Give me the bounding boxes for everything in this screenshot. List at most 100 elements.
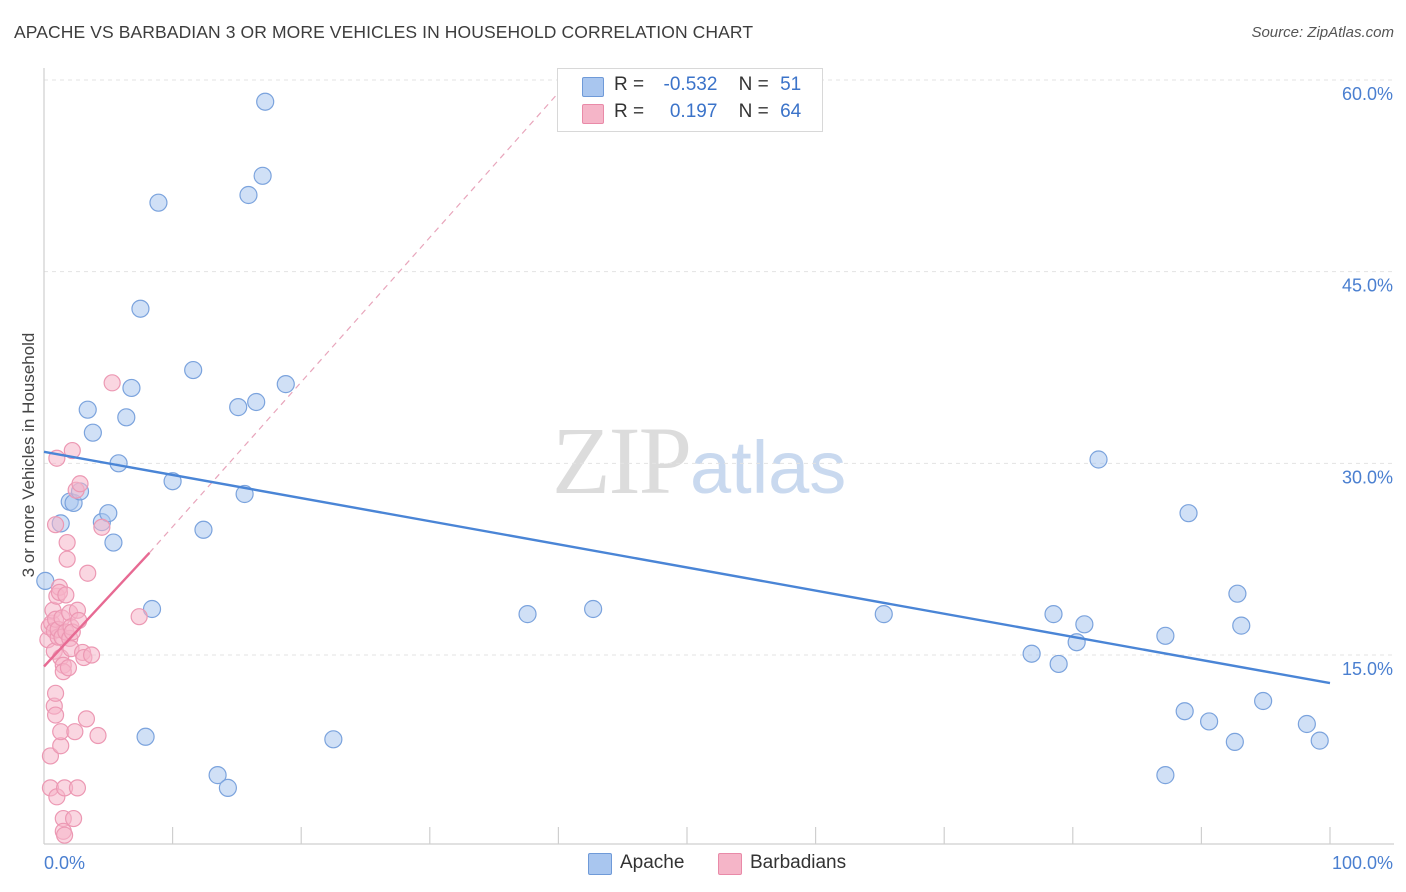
apache-point — [131, 299, 150, 318]
apache-point — [256, 92, 275, 111]
apache-legend-label: Apache — [620, 852, 685, 873]
apache-point — [122, 378, 141, 398]
barbadian-point — [57, 586, 75, 604]
y-tick-label: 45.0% — [1342, 276, 1393, 296]
apache-point — [276, 375, 295, 394]
barbadian-point — [79, 564, 97, 582]
trend-lines — [43, 450, 1331, 685]
barbadian-points — [39, 374, 148, 844]
apache-point — [253, 166, 272, 185]
grid-lines — [44, 79, 1394, 656]
barbadians-trend-extension — [149, 92, 559, 554]
apache-point — [1228, 584, 1247, 603]
apache-point — [208, 766, 227, 785]
y-tick-label: 15.0% — [1342, 659, 1393, 679]
trend-extension — [149, 92, 559, 554]
apache-point — [324, 730, 343, 749]
tick-labels: 15.0% 30.0% 45.0% 60.0% 0.0% 100.0% — [44, 84, 1393, 873]
barbadian-point — [77, 710, 96, 728]
apache-point — [163, 472, 182, 491]
apache-point — [1297, 714, 1316, 734]
apache-point — [1049, 654, 1068, 674]
watermark-zip: ZIP — [552, 407, 692, 514]
apache-point — [1156, 766, 1175, 785]
barbadian-point — [93, 518, 111, 536]
barbadian-point — [130, 608, 148, 626]
apache-point — [104, 533, 123, 552]
apache-point — [229, 398, 248, 417]
barbadian-point — [46, 516, 65, 534]
correlation-legend: R = -0.532 N = 51 R = 0.197 N = 64 — [557, 68, 823, 132]
apache-trend-line — [43, 450, 1331, 685]
barbadian-point — [46, 706, 65, 724]
apache-point — [1232, 616, 1251, 635]
apache-n-value: 51 — [780, 74, 802, 95]
barbadian-point — [55, 826, 74, 844]
barbadians-trend-line — [43, 551, 151, 668]
barbadians-legend-label: Barbadians — [750, 852, 847, 873]
barbadian-point — [71, 475, 89, 493]
apache-point — [1200, 712, 1219, 731]
axes — [43, 68, 1394, 845]
barbadians-r-label: R = — [614, 101, 645, 122]
apache-n-label: N = — [738, 74, 769, 95]
barbadian-point — [66, 723, 84, 741]
apache-point — [149, 193, 168, 212]
apache-point — [218, 778, 237, 797]
apache-point — [78, 400, 97, 419]
x-tick-label-max: 100.0% — [1332, 853, 1393, 873]
apache-point — [136, 727, 155, 746]
barbadian-point — [59, 659, 78, 677]
apache-point — [194, 520, 213, 539]
apache-point — [117, 408, 136, 427]
y-axis-label: 3 or more Vehicles in Household — [19, 333, 38, 578]
apache-point — [1044, 605, 1063, 624]
apache-legend-swatch — [588, 853, 612, 875]
barbadians-legend-swatch — [718, 853, 742, 875]
y-tick-label: 60.0% — [1342, 84, 1393, 104]
apache-point — [518, 605, 537, 624]
apache-point — [247, 392, 266, 412]
barbadian-point — [63, 441, 81, 460]
barbadians-n-label: N = — [738, 101, 769, 122]
barbadian-point — [64, 809, 83, 828]
apache-point — [1156, 626, 1175, 645]
apache-point — [1175, 702, 1194, 721]
x-tick-label-min: 0.0% — [44, 853, 85, 873]
apache-r-label: R = — [614, 74, 645, 95]
y-tick-label: 30.0% — [1342, 467, 1393, 487]
apache-point — [1310, 731, 1329, 750]
apache-point — [239, 185, 258, 205]
apache-r-value: -0.532 — [663, 74, 718, 95]
barbadian-point — [70, 611, 88, 630]
apache-point — [874, 605, 893, 624]
barbadian-point — [41, 747, 60, 765]
apache-point — [142, 599, 162, 619]
watermark: ZIPatlas — [552, 405, 846, 516]
apache-point — [83, 423, 102, 442]
watermark-atlas: atlas — [690, 426, 847, 509]
barbadians-swatch — [582, 104, 604, 124]
barbadian-point — [82, 646, 101, 664]
source-label: Source: ZipAtlas.com — [1251, 24, 1394, 41]
barbadian-point — [89, 726, 107, 745]
apache-point — [1022, 644, 1041, 663]
apache-point — [1089, 450, 1108, 469]
barbadians-n-value: 64 — [780, 101, 802, 122]
barbadian-point — [46, 684, 65, 702]
apache-point — [1179, 504, 1198, 523]
apache-point — [1254, 691, 1273, 711]
apache-point — [184, 360, 203, 380]
apache-swatch — [582, 77, 604, 97]
barbadians-r-value: 0.197 — [669, 101, 718, 122]
apache-point — [1075, 615, 1094, 634]
apache-point — [1225, 732, 1244, 751]
barbadian-point — [58, 550, 76, 568]
apache-points — [36, 92, 1329, 797]
apache-point — [584, 599, 603, 619]
barbadian-point — [68, 779, 87, 797]
barbadian-point — [58, 533, 76, 552]
chart-title: APACHE VS BARBADIAN 3 OR MORE VEHICLES I… — [14, 22, 754, 42]
barbadian-point — [103, 374, 121, 392]
